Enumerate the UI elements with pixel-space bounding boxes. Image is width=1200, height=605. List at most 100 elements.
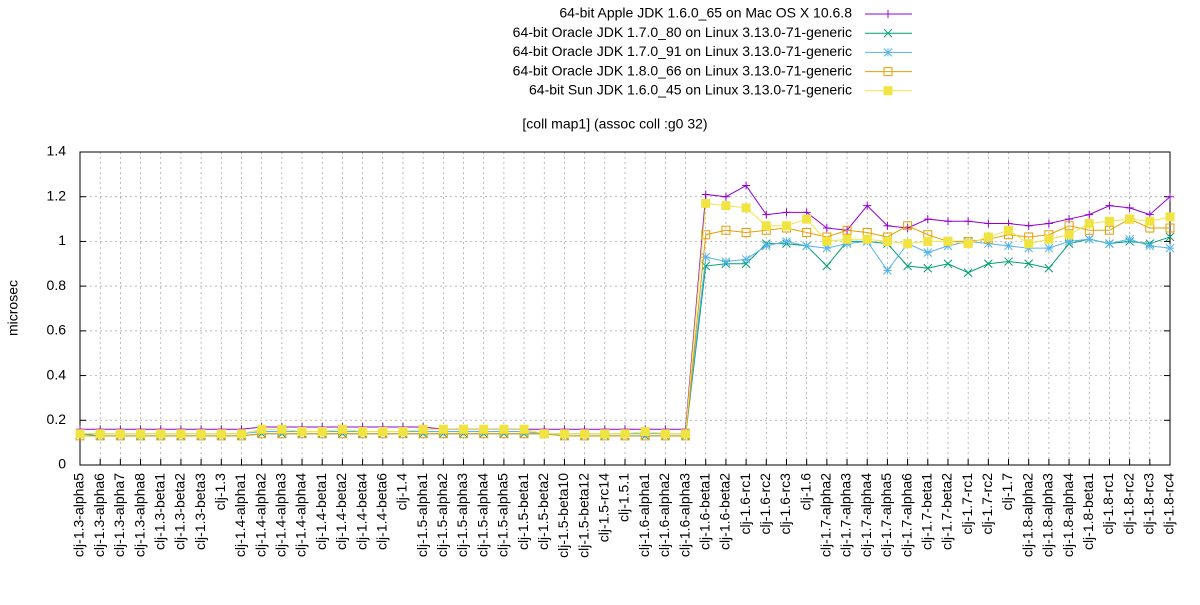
point-marker — [378, 426, 388, 436]
x-tick-label: clj-1.7-alpha4 — [858, 473, 874, 557]
x-tick-label: clj-1.4-alpha1 — [232, 473, 248, 557]
point-marker — [903, 221, 913, 231]
point-marker — [317, 426, 327, 436]
point-marker — [721, 257, 731, 266]
legend-marker — [883, 86, 893, 96]
point-marker — [802, 214, 812, 224]
point-marker — [1064, 237, 1074, 246]
point-marker — [236, 429, 246, 439]
point-marker — [903, 224, 912, 233]
point-marker — [983, 259, 993, 269]
point-marker — [943, 217, 952, 226]
point-marker — [701, 190, 710, 199]
point-marker — [156, 429, 166, 439]
x-tick-label: clj-1.4-beta1 — [313, 473, 329, 550]
x-tick-label: clj-1.8-alpha3 — [1040, 473, 1056, 557]
x-tick-label: clj-1.6-rc2 — [757, 473, 773, 535]
point-marker — [1125, 214, 1135, 224]
point-marker — [1024, 239, 1034, 249]
point-marker — [176, 429, 186, 439]
x-tick-label: clj-1.5-alpha2 — [434, 473, 450, 557]
x-tick-label: clj-1.4-alpha4 — [293, 473, 309, 557]
point-marker — [762, 210, 771, 219]
point-marker — [1104, 216, 1114, 226]
legend-marker — [883, 67, 893, 77]
x-tick-label: clj-1.5-rc14 — [596, 473, 612, 542]
plot-frame — [79, 151, 1171, 466]
x-tick-label: clj-1.6-alpha1 — [636, 473, 652, 557]
point-marker — [701, 252, 711, 262]
point-marker — [297, 426, 307, 436]
x-tick-label: clj-1.6-alpha2 — [656, 473, 672, 557]
x-tick-label: clj-1.3-alpha8 — [131, 473, 147, 557]
point-marker — [741, 259, 751, 269]
point-marker — [1004, 241, 1013, 251]
point-marker — [943, 259, 953, 269]
point-marker — [802, 241, 812, 251]
x-tick-label: clj-1.7-beta1 — [918, 473, 934, 550]
x-tick-label: clj-1.6-rc1 — [737, 473, 753, 535]
x-tick-label: clj-1.7-alpha2 — [818, 473, 834, 557]
y-tick-label: 0 — [58, 456, 66, 472]
point-marker — [499, 424, 509, 434]
x-tick-label: clj-1.5-alpha5 — [495, 473, 511, 557]
x-tick-label: clj-1.4-alpha2 — [252, 473, 268, 557]
x-tick-label: clj-1.5-beta2 — [535, 473, 551, 550]
point-marker — [640, 426, 650, 436]
x-tick-label: clj-1.8-rc3 — [1141, 473, 1157, 535]
x-tick-label: clj-1.3-alpha6 — [91, 473, 107, 557]
x-tick-label: clj-1.7-alpha5 — [878, 473, 894, 557]
point-marker — [903, 261, 912, 271]
point-marker — [398, 426, 408, 436]
x-tick-label: clj-1.8-rc2 — [1120, 473, 1136, 535]
x-tick-label: clj-1.7-rc2 — [979, 473, 995, 535]
chart-title: [coll map1] (assoc coll :g0 32) — [522, 116, 707, 132]
legend-marker — [883, 28, 893, 38]
x-tick-label: clj-1.8-rc4 — [1161, 473, 1177, 535]
x-tick-label: clj-1.5-beta12 — [575, 473, 591, 558]
x-tick-label: clj-1.5-alpha1 — [414, 473, 430, 557]
x-tick-label: clj-1.3 — [212, 473, 228, 511]
y-tick-label: 1.4 — [47, 143, 67, 159]
y-tick-label: 1 — [58, 232, 66, 248]
point-marker — [862, 234, 872, 244]
x-tick-label: clj-1.8-beta1 — [1080, 473, 1096, 550]
point-marker — [1064, 221, 1074, 231]
point-marker — [459, 424, 469, 434]
point-marker — [963, 239, 973, 249]
point-marker — [95, 429, 105, 439]
point-marker — [863, 201, 872, 210]
point-marker — [761, 241, 771, 251]
point-marker — [438, 424, 448, 434]
y-tick-label: 0.8 — [47, 277, 67, 293]
legend-marker — [884, 10, 892, 18]
point-marker — [1145, 216, 1155, 226]
point-marker — [136, 429, 146, 439]
x-tick-label: clj-1.6-beta2 — [717, 473, 733, 550]
point-marker — [196, 429, 206, 439]
x-tick-label: clj-1.4-beta4 — [353, 473, 369, 550]
point-marker — [519, 424, 529, 434]
point-marker — [1166, 192, 1174, 201]
point-marker — [1165, 243, 1175, 253]
point-marker — [802, 227, 812, 237]
point-marker — [1085, 210, 1094, 219]
point-marker — [842, 225, 852, 235]
point-marker — [1004, 225, 1014, 235]
point-marker — [358, 426, 368, 436]
point-marker — [742, 181, 751, 190]
point-marker — [822, 224, 831, 233]
point-marker — [741, 203, 751, 213]
y-axis-label: microsec — [5, 280, 21, 336]
x-tick-label: clj-1.8-rc1 — [1100, 473, 1116, 535]
x-tick-label: clj-1.4 — [394, 473, 410, 511]
y-tick-label: 1.2 — [47, 187, 67, 203]
point-marker — [1024, 221, 1033, 230]
x-tick-label: clj-1.3-beta2 — [172, 473, 188, 550]
x-tick-label: clj-1.8-alpha2 — [1019, 473, 1035, 557]
x-tick-label: clj-1.3-alpha5 — [71, 473, 87, 557]
point-marker — [882, 236, 892, 246]
point-marker — [721, 201, 731, 211]
series-line — [79, 236, 1171, 437]
